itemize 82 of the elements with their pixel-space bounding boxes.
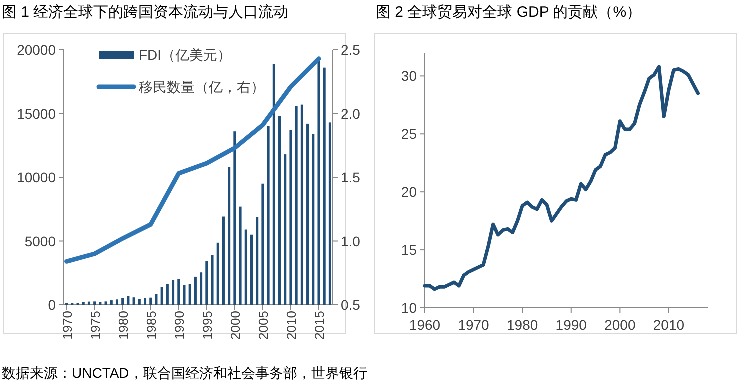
bar: [256, 217, 259, 305]
bar: [206, 261, 208, 305]
x-tick-label: 1970: [458, 317, 490, 333]
bar: [244, 230, 248, 305]
x-tick-label: 2010: [653, 317, 685, 333]
y-tick-label: 15000: [17, 106, 56, 122]
bar: [211, 255, 214, 305]
y2-tick-label: 2.5: [341, 42, 361, 58]
y2-tick-label: 1.5: [341, 170, 361, 186]
x-tick-label: 1970: [60, 311, 75, 340]
bar: [127, 296, 130, 305]
y-tick-label: 10000: [17, 170, 56, 186]
y-tick-label: 20000: [17, 42, 56, 58]
bar: [300, 104, 304, 305]
bar: [216, 242, 220, 305]
bar: [132, 298, 136, 305]
bar: [160, 287, 164, 305]
bar: [144, 298, 147, 305]
y-tick-label: 30: [401, 68, 418, 84]
bar: [250, 234, 253, 305]
bar: [262, 184, 264, 305]
bar: [183, 285, 186, 305]
bar: [295, 106, 298, 305]
source-note: 数据来源：UNCTAD，联合国经济和社会事务部，世界银行: [2, 365, 368, 381]
bar: [99, 302, 102, 305]
x-tick-label: 1990: [172, 311, 187, 340]
chart-title: 图 1 经济全球下的跨国资本流动与人口流动: [2, 4, 289, 21]
bar: [306, 124, 310, 305]
x-tick-label: 1990: [556, 317, 588, 333]
bar: [278, 116, 282, 305]
bar: [155, 294, 158, 305]
line-series: [423, 65, 700, 292]
y2-tick-label: 0.5: [341, 297, 361, 313]
bar: [122, 298, 124, 305]
y-tick-label: 0: [48, 297, 56, 313]
bar: [234, 132, 236, 305]
x-tick-label: 1980: [507, 317, 538, 333]
bar: [312, 134, 315, 305]
bar: [239, 206, 242, 305]
bar: [323, 68, 326, 305]
bar: [110, 300, 113, 305]
bar: [94, 302, 96, 305]
bar: [116, 300, 118, 305]
x-tick-label: 2015: [312, 311, 327, 340]
bar: [318, 60, 320, 305]
bar: [172, 280, 175, 305]
y-tick-label: 25: [401, 126, 418, 142]
bar: [150, 298, 152, 305]
bar: [222, 216, 225, 305]
bar: [267, 126, 270, 305]
bar: [82, 302, 85, 305]
x-tick-label: 1995: [200, 311, 215, 340]
y-tick-label: 15: [401, 242, 418, 258]
bar: [194, 276, 197, 305]
y-tick-label: 20: [401, 184, 418, 200]
y-tick-label: 5000: [24, 233, 56, 250]
x-tick-label: 2000: [228, 311, 243, 340]
x-tick-label: 1975: [88, 311, 103, 340]
bar: [138, 299, 141, 305]
bar: [200, 272, 203, 305]
bar: [178, 278, 180, 305]
x-tick-label: 2000: [604, 317, 636, 333]
bar: [104, 302, 108, 305]
legend-label: 移民数量（亿，右）: [139, 79, 265, 95]
bar: [272, 64, 276, 305]
bar: [166, 284, 169, 305]
chart-title: 图 2 全球贸易对全球 GDP 的贡献（%）: [376, 4, 642, 21]
bar: [188, 284, 192, 305]
x-tick-label: 1960: [409, 317, 441, 333]
y-tick-label: 10: [401, 300, 418, 316]
bar: [328, 122, 332, 305]
legend-label: FDI（亿美元）: [139, 47, 232, 63]
x-tick-label: 2005: [256, 311, 271, 340]
bar: [228, 167, 231, 305]
x-tick-label: 1985: [144, 311, 159, 340]
x-tick-label: 1980: [116, 311, 131, 340]
x-tick-label: 2010: [284, 311, 299, 340]
bar: [88, 302, 90, 305]
bar: [290, 130, 292, 305]
y2-tick-label: 1.0: [341, 233, 361, 250]
bar: [284, 154, 287, 305]
y2-tick-label: 2.0: [341, 106, 361, 122]
